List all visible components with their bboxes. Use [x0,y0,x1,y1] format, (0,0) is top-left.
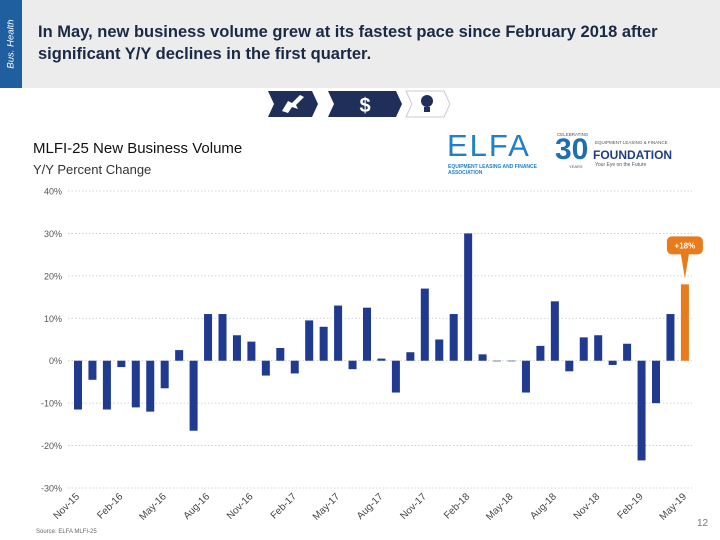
bar-Jul-18 [536,345,545,361]
chart-title: MLFI-25 New Business Volume [33,140,243,157]
elfa-logo: ELFA EQUIPMENT LEASING AND FINANCE ASSOC… [447,130,543,180]
bar-Aug-17 [377,358,386,361]
bar-Sep-16 [218,314,227,361]
bar-Dec-18 [608,360,617,365]
lightbulb-icon [421,95,433,112]
x-tick-label: Feb-18 [442,491,472,521]
y-tick-label: 40% [44,187,62,197]
y-tick-label: 10% [44,314,62,324]
bar-Feb-17 [290,360,299,374]
bar-Feb-19 [637,360,646,461]
bar-Dec-17 [435,339,444,361]
bar-Dec-15 [88,360,97,380]
bar-Mar-17 [305,320,314,361]
y-tick-label: 20% [44,271,62,281]
bar-Feb-18 [464,233,473,361]
x-tick-label: May-16 [137,491,169,523]
bar-Apr-19 [666,314,675,361]
foundation-logo-tagline: Your Eye on the Future [595,162,647,168]
foundation-logo-name: FOUNDATION [593,148,673,162]
y-tick-label: -10% [41,399,62,409]
x-tick-label: Nov-17 [398,491,429,522]
x-tick-label: Nov-15 [52,491,83,522]
x-tick-label: Aug-17 [355,491,386,522]
foundation-logo-top: CELEBRATING [557,132,589,137]
bar-Nov-17 [420,288,429,361]
bar-Mar-18 [478,354,487,361]
y-tick-label: 0% [49,356,62,366]
annotation-callout [666,236,703,279]
bar-Jun-18 [521,360,530,393]
foundation-logo-sub1: EQUIPMENT LEASING & FINANCE [595,140,668,145]
foundation-logo-years: YEARS [569,164,583,169]
x-tick-label: May-17 [311,491,343,523]
bar-May-19 [680,284,689,361]
x-tick-label: Feb-19 [615,491,645,521]
elfa-logo-subtitle: EQUIPMENT LEASING AND FINANCE ASSOCIATIO… [448,164,537,176]
bar-Mar-19 [652,360,660,404]
foundation-logo: CELEBRATING 30 YEARS EQUIPMENT LEASING &… [553,132,703,180]
bar-Jan-18 [449,314,458,361]
bar-Nov-15 [74,360,82,410]
bar-Jan-16 [102,360,111,410]
headline: In May, new business volume grew at its … [38,23,658,63]
header-band [0,0,720,88]
bar-May-18 [507,360,516,362]
bar-Jul-16 [189,360,198,431]
x-tick-label: Aug-18 [528,491,559,522]
y-tick-label: 30% [44,229,62,239]
bar-Jan-19 [623,343,632,361]
page-number: 12 [697,518,709,529]
bar-Dec-16 [261,360,270,376]
x-tick-label: May-19 [658,491,690,523]
bar-Apr-16 [146,360,155,412]
bar-Feb-16 [117,360,126,368]
section-tab[interactable]: Bus. Health [0,0,22,88]
bar-Mar-16 [131,360,140,408]
bar-Sep-18 [565,360,574,372]
x-tick-label: Nov-18 [572,491,603,522]
icon-strip: $ [268,90,451,118]
foundation-logo-number: 30 [555,133,589,166]
x-tick-label: Feb-16 [95,491,125,521]
bar-Apr-17 [319,326,328,361]
plane-icon [282,95,304,113]
bar-Oct-17 [406,352,415,361]
source-note: Source: ELFA MLFI-25 [36,529,97,535]
bar-Jun-17 [348,360,357,370]
x-tick-label: May-18 [484,491,516,523]
bar-May-16 [160,360,169,389]
bar-Aug-16 [204,314,213,361]
svg-text:$: $ [359,95,370,117]
bar-Jan-17 [276,347,285,361]
y-tick-label: -30% [41,484,62,494]
annotation-label: +18% [675,241,696,250]
x-tick-label: Aug-16 [182,491,213,522]
elfa-logo-name: ELFA [447,128,531,163]
bar-Apr-18 [493,360,502,362]
bar-Oct-18 [579,337,588,361]
bar-Sep-17 [391,360,400,393]
bar-May-17 [334,305,343,361]
x-tick-label: Feb-17 [269,491,299,521]
bar-Oct-16 [232,335,241,361]
bar-Nov-18 [594,335,603,361]
chart-subtitle: Y/Y Percent Change [33,162,152,177]
bar-Jul-17 [363,307,371,361]
bar-Nov-16 [247,341,256,361]
bar-Jun-16 [175,350,184,361]
x-tick-label: Nov-16 [225,491,256,522]
dollar-icon: $ [359,95,370,117]
y-tick-label: -20% [41,441,62,451]
bar-Aug-18 [550,301,559,361]
